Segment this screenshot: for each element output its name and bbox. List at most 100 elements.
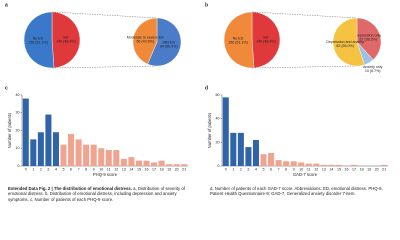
pie-slice bbox=[251, 11, 281, 69]
x-tick-label: 19 bbox=[167, 167, 171, 171]
x-tick-label: 10 bbox=[99, 167, 103, 171]
bar bbox=[222, 97, 229, 166]
bar bbox=[260, 154, 267, 166]
x-tick-label: 3 bbox=[247, 167, 249, 171]
bar bbox=[290, 161, 297, 166]
x-tick-label: 7 bbox=[278, 167, 280, 171]
bar bbox=[105, 150, 112, 166]
bar bbox=[52, 132, 59, 166]
x-tick-label: 6 bbox=[70, 167, 72, 171]
caption-title: Extended Data Fig. 2 | The distribution … bbox=[8, 186, 132, 191]
x-tick-label: 17 bbox=[352, 167, 356, 171]
x-tick-label: 12 bbox=[114, 167, 118, 171]
x-tick-label: 4 bbox=[255, 167, 257, 171]
bar bbox=[22, 98, 29, 166]
bar bbox=[83, 144, 90, 166]
bar bbox=[237, 132, 244, 166]
caption-right: d, Number of patients of each GAD-7 scor… bbox=[210, 186, 390, 197]
x-tick-label: 18 bbox=[360, 167, 364, 171]
pie-slice bbox=[132, 17, 158, 65]
y-axis-label: Number of patients bbox=[7, 113, 12, 148]
slice-label: No ED bbox=[33, 36, 44, 40]
y-tick-label: 20 bbox=[216, 140, 220, 144]
x-tick-label: 13 bbox=[322, 167, 326, 171]
bar bbox=[283, 161, 290, 166]
x-tick-label: 8 bbox=[285, 167, 287, 171]
x-tick-label: 2 bbox=[40, 167, 42, 171]
connector bbox=[251, 11, 358, 19]
slice-label: Moderate to severe ED bbox=[127, 36, 164, 40]
bar bbox=[313, 163, 320, 166]
x-tick-label: 15 bbox=[137, 167, 141, 171]
y-tick-label: 10 bbox=[16, 146, 20, 150]
x-axis-label: GAD-7 score bbox=[293, 172, 318, 177]
bar bbox=[335, 164, 342, 166]
bar bbox=[120, 158, 127, 166]
bar bbox=[60, 144, 67, 166]
x-tick-label: 6 bbox=[270, 167, 272, 171]
x-tick-label: 10 bbox=[299, 167, 303, 171]
slice-value: 82 (55.0%) bbox=[336, 44, 354, 48]
y-tick-label: 0 bbox=[218, 164, 220, 168]
pie-slice bbox=[23, 11, 55, 69]
x-tick-label: 17 bbox=[152, 167, 156, 171]
y-tick-label: 60 bbox=[216, 93, 220, 97]
x-tick-label: 13 bbox=[122, 167, 126, 171]
slice-value: 84 (56.4%) bbox=[160, 44, 178, 48]
bar bbox=[381, 164, 388, 166]
x-tick-label: 1 bbox=[32, 167, 34, 171]
y-tick-label: 30 bbox=[16, 111, 20, 115]
slice-label: Depression only bbox=[355, 34, 381, 38]
connector bbox=[51, 11, 158, 19]
connector bbox=[51, 65, 158, 69]
slice-label: Anxiety only bbox=[363, 65, 383, 69]
bar bbox=[143, 160, 150, 166]
slice-label: Mild ED bbox=[162, 40, 175, 44]
x-tick-label: 1 bbox=[232, 167, 234, 171]
slice-value: 149 (48.9%) bbox=[256, 39, 276, 43]
y-axis-label: Number of patients bbox=[207, 113, 212, 148]
bar bbox=[113, 150, 120, 166]
slice-value: 65 (43.6%) bbox=[136, 40, 154, 44]
x-tick-label: 16 bbox=[145, 167, 149, 171]
bar bbox=[90, 144, 97, 166]
bar bbox=[252, 139, 259, 166]
bar bbox=[181, 164, 188, 166]
pie-slice bbox=[147, 17, 182, 67]
x-tick-label: 14 bbox=[129, 167, 133, 171]
bar bbox=[298, 162, 305, 166]
bar bbox=[173, 164, 180, 166]
bar bbox=[151, 162, 158, 166]
caption-left: Extended Data Fig. 2 | The distribution … bbox=[8, 186, 188, 202]
slice-label: ED bbox=[63, 35, 68, 39]
bar bbox=[158, 160, 165, 166]
x-axis-label: PHQ-9 score bbox=[93, 172, 118, 177]
caption-text: a, Distribution of severity of emotional… bbox=[8, 186, 185, 202]
x-tick-label: 18 bbox=[160, 167, 164, 171]
x-tick-label: 21 bbox=[382, 167, 386, 171]
x-tick-label: 0 bbox=[225, 167, 227, 171]
panel-letter: b bbox=[205, 2, 208, 8]
bar bbox=[305, 163, 312, 166]
x-tick-label: 20 bbox=[375, 167, 379, 171]
x-tick-label: 7 bbox=[78, 167, 80, 171]
bar bbox=[328, 164, 335, 166]
bar bbox=[37, 132, 44, 166]
bar bbox=[166, 164, 173, 166]
pie-slice bbox=[223, 11, 255, 69]
x-tick-label: 4 bbox=[55, 167, 57, 171]
slice-value: 10 (6.7%) bbox=[365, 69, 381, 73]
bar bbox=[128, 157, 135, 166]
y-tick-label: 40 bbox=[216, 117, 220, 121]
x-tick-label: 2 bbox=[240, 167, 242, 171]
x-tick-label: 11 bbox=[107, 167, 111, 171]
x-tick-label: 16 bbox=[345, 167, 349, 171]
pie-slice bbox=[332, 17, 365, 67]
slice-value: 156 (51.1%) bbox=[228, 40, 248, 44]
bar bbox=[135, 160, 142, 166]
bar bbox=[45, 114, 52, 166]
bar bbox=[98, 148, 105, 166]
x-tick-label: 12 bbox=[314, 167, 318, 171]
y-tick-label: 40 bbox=[16, 93, 20, 97]
